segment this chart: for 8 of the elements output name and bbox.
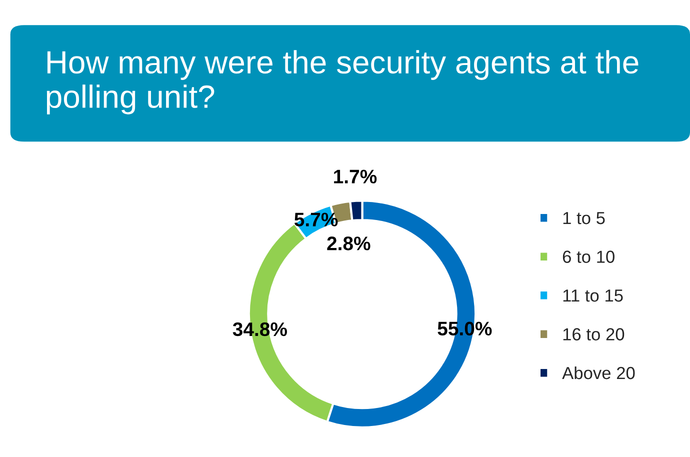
legend-label: 6 to 10 (562, 250, 614, 263)
data-label: 1.7% (334, 170, 377, 184)
legend-label: 1 to 5 (563, 212, 605, 224)
data-label: 2.8% (327, 236, 370, 250)
chart-title: How many were the security agents at the polling unit? (46, 50, 638, 114)
legend-label: 16 to 20 (563, 328, 624, 340)
legend-label: Above 20 (562, 366, 635, 380)
legend-label: 11 to 15 (563, 290, 623, 302)
